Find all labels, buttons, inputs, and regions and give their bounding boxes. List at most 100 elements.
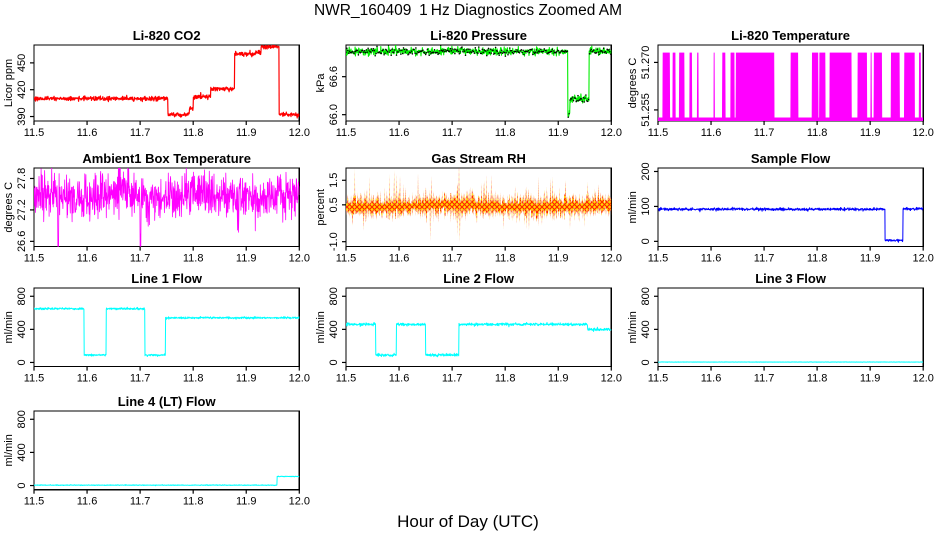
svg-text:11.6: 11.6 — [77, 252, 98, 262]
svg-text:11.6: 11.6 — [389, 372, 410, 382]
svg-text:-1.0: -1.0 — [328, 232, 340, 251]
svg-text:11.8: 11.8 — [807, 252, 828, 262]
svg-text:400: 400 — [640, 320, 652, 338]
svg-text:ml/min: ml/min — [627, 311, 639, 343]
svg-text:11.9: 11.9 — [860, 252, 881, 262]
svg-text:0: 0 — [640, 359, 652, 365]
svg-text:11.5: 11.5 — [24, 252, 45, 262]
svg-text:11.9: 11.9 — [236, 496, 257, 506]
svg-text:0: 0 — [16, 359, 28, 365]
svg-text:11.5: 11.5 — [648, 252, 669, 262]
svg-text:Line 3 Flow: Line 3 Flow — [755, 272, 827, 286]
svg-text:27.8: 27.8 — [16, 167, 28, 188]
svg-text:11.9: 11.9 — [860, 372, 881, 382]
svg-text:11.6: 11.6 — [389, 127, 410, 137]
svg-text:11.8: 11.8 — [807, 372, 828, 382]
svg-text:Li-820 CO2: Li-820 CO2 — [133, 29, 201, 43]
svg-text:11.5: 11.5 — [336, 372, 357, 382]
svg-text:450: 450 — [16, 54, 28, 72]
svg-text:12.0: 12.0 — [913, 252, 934, 262]
svg-text:800: 800 — [328, 287, 340, 305]
svg-text:66.6: 66.6 — [328, 66, 340, 87]
svg-text:11.5: 11.5 — [336, 252, 357, 262]
svg-text:11.7: 11.7 — [130, 127, 151, 137]
svg-text:800: 800 — [16, 287, 28, 305]
svg-text:11.6: 11.6 — [77, 372, 98, 382]
svg-text:11.7: 11.7 — [130, 372, 151, 382]
svg-text:ml/min: ml/min — [3, 311, 15, 343]
svg-text:400: 400 — [328, 320, 340, 338]
svg-text:11.5: 11.5 — [648, 127, 669, 137]
svg-text:11.9: 11.9 — [548, 252, 569, 262]
svg-text:51.255: 51.255 — [640, 93, 652, 127]
svg-text:11.6: 11.6 — [77, 496, 98, 506]
svg-text:11.7: 11.7 — [442, 127, 463, 137]
svg-text:0: 0 — [640, 238, 652, 244]
svg-text:11.7: 11.7 — [754, 127, 775, 137]
svg-text:Sample Flow: Sample Flow — [751, 152, 831, 166]
svg-text:11.5: 11.5 — [24, 496, 45, 506]
svg-text:11.8: 11.8 — [183, 127, 204, 137]
svg-text:420: 420 — [16, 81, 28, 99]
svg-text:11.8: 11.8 — [183, 372, 204, 382]
svg-text:11.7: 11.7 — [754, 252, 775, 262]
svg-text:800: 800 — [16, 410, 28, 428]
svg-text:Line 2 Flow: Line 2 Flow — [443, 272, 515, 286]
svg-text:Gas Stream RH: Gas Stream RH — [431, 152, 526, 166]
svg-text:11.8: 11.8 — [183, 496, 204, 506]
svg-text:11.6: 11.6 — [701, 252, 722, 262]
svg-text:11.6: 11.6 — [701, 127, 722, 137]
svg-text:ml/min: ml/min — [627, 191, 639, 223]
svg-text:degrees C: degrees C — [627, 58, 639, 109]
svg-text:11.5: 11.5 — [24, 127, 45, 137]
svg-text:51.270: 51.270 — [640, 46, 652, 80]
svg-text:12.0: 12.0 — [913, 127, 934, 137]
svg-text:12.0: 12.0 — [289, 127, 310, 137]
svg-text:11.6: 11.6 — [77, 127, 98, 137]
svg-text:Ambient1 Box Temperature: Ambient1 Box Temperature — [83, 152, 252, 166]
svg-text:12.0: 12.0 — [601, 127, 622, 137]
svg-text:11.9: 11.9 — [548, 127, 569, 137]
svg-text:degrees C: degrees C — [3, 181, 15, 232]
svg-text:400: 400 — [16, 320, 28, 338]
svg-text:12.0: 12.0 — [289, 252, 310, 262]
svg-text:11.7: 11.7 — [442, 252, 463, 262]
svg-text:11.8: 11.8 — [495, 127, 516, 137]
svg-text:Line 4 (LT) Flow: Line 4 (LT) Flow — [118, 395, 217, 409]
svg-text:0: 0 — [328, 359, 340, 365]
svg-text:11.5: 11.5 — [24, 372, 45, 382]
svg-text:100: 100 — [640, 197, 652, 215]
svg-text:11.8: 11.8 — [807, 127, 828, 137]
svg-text:11.6: 11.6 — [389, 252, 410, 262]
svg-text:66.0: 66.0 — [328, 104, 340, 125]
svg-text:11.8: 11.8 — [495, 372, 516, 382]
svg-text:Li-820 Temperature: Li-820 Temperature — [731, 29, 850, 43]
svg-text:12.0: 12.0 — [601, 372, 622, 382]
svg-text:11.9: 11.9 — [236, 127, 257, 137]
svg-text:11.7: 11.7 — [130, 252, 151, 262]
svg-text:390: 390 — [16, 107, 28, 125]
svg-text:ml/min: ml/min — [315, 311, 327, 343]
svg-text:12.0: 12.0 — [289, 372, 310, 382]
svg-text:11.6: 11.6 — [701, 372, 722, 382]
svg-text:11.9: 11.9 — [860, 127, 881, 137]
svg-text:11.7: 11.7 — [130, 496, 151, 506]
svg-text:kPa: kPa — [315, 73, 327, 93]
svg-text:Licor ppm: Licor ppm — [3, 59, 15, 107]
svg-text:0.5: 0.5 — [328, 197, 340, 212]
svg-text:11.8: 11.8 — [495, 252, 516, 262]
svg-text:11.5: 11.5 — [648, 372, 669, 382]
svg-text:ml/min: ml/min — [3, 434, 15, 466]
svg-text:1.5: 1.5 — [328, 172, 340, 187]
svg-text:12.0: 12.0 — [289, 496, 310, 506]
svg-text:Li-820 Pressure: Li-820 Pressure — [430, 29, 527, 43]
svg-text:11.5: 11.5 — [336, 127, 357, 137]
svg-text:11.7: 11.7 — [442, 372, 463, 382]
svg-text:Line 1 Flow: Line 1 Flow — [132, 272, 204, 286]
svg-text:0: 0 — [16, 482, 28, 488]
svg-text:400: 400 — [16, 443, 28, 461]
svg-text:12.0: 12.0 — [913, 372, 934, 382]
svg-text:11.8: 11.8 — [183, 252, 204, 262]
svg-text:800: 800 — [640, 287, 652, 305]
svg-text:11.9: 11.9 — [236, 372, 257, 382]
